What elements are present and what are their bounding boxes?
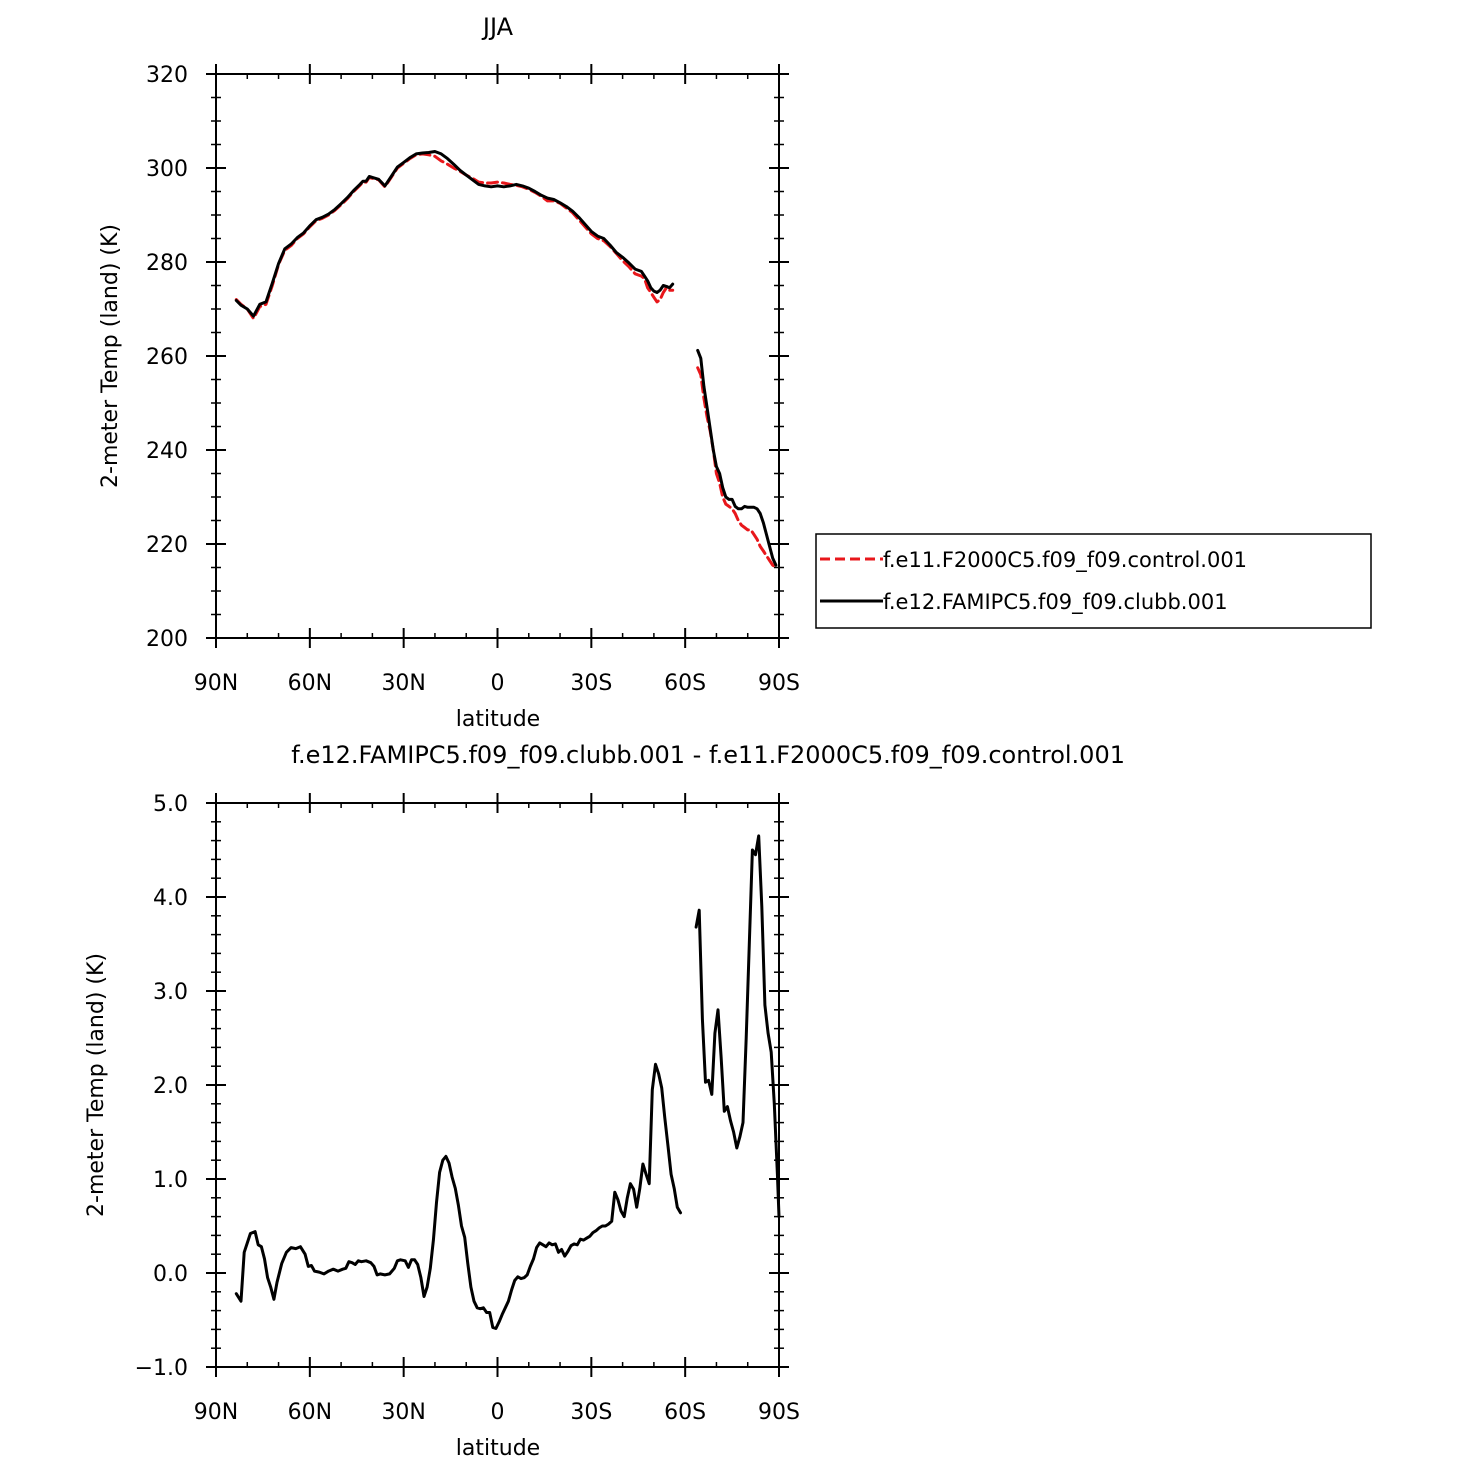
bottom-plot-frame bbox=[215, 802, 780, 1368]
top-y-tick-label: 260 bbox=[146, 345, 188, 370]
top-x-tick-label: 90N bbox=[194, 671, 238, 696]
top-y-tick-label: 200 bbox=[146, 627, 188, 652]
bottom-x-tick-label: 0 bbox=[491, 1400, 505, 1425]
legend-label-clubb: f.e12.FAMIPC5.f09_f09.clubb.001 bbox=[883, 590, 1228, 615]
bottom-y-tick-label: 3.0 bbox=[153, 980, 188, 1005]
bottom-x-tick-label: 60N bbox=[288, 1400, 332, 1425]
bottom-x-axis-label: latitude bbox=[456, 1436, 540, 1461]
bottom-y-tick-label: 4.0 bbox=[153, 886, 188, 911]
bottom-chart-panel: f.e12.FAMIPC5.f09_f09.clubb.001 - f.e11.… bbox=[84, 741, 1125, 1461]
top-x-tick-label: 30S bbox=[570, 671, 612, 696]
top-y-tick-label: 280 bbox=[146, 251, 188, 276]
bottom-series-lines bbox=[234, 834, 781, 1330]
bottom-x-tick-label: 30S bbox=[570, 1400, 612, 1425]
top-series-0-line-segment-0 bbox=[234, 152, 675, 320]
top-y-axis-label: 2-meter Temp (land) (K) bbox=[98, 224, 123, 488]
top-series-1-line-segment-1 bbox=[696, 348, 778, 567]
bottom-x-tick-label: 90N bbox=[194, 1400, 238, 1425]
bottom-series-0-line-segment-1 bbox=[694, 834, 781, 1219]
top-plot-frame bbox=[215, 73, 780, 639]
top-series-1-line-segment-0 bbox=[234, 150, 675, 318]
top-chart-panel: JJA 200 220 240 260 280 300 320 90N 60N 30N 0 30S 60… bbox=[98, 13, 1372, 732]
top-y-tick-label: 300 bbox=[146, 157, 188, 182]
bottom-y-axis-label: 2-meter Temp (land) (K) bbox=[84, 953, 109, 1217]
top-x-axis-label: latitude bbox=[456, 707, 540, 732]
bottom-x-tick-label: 90S bbox=[758, 1400, 800, 1425]
legend-box bbox=[815, 533, 1372, 629]
top-x-tick-label: 0 bbox=[491, 671, 505, 696]
bottom-x-tick-label: 60S bbox=[664, 1400, 706, 1425]
top-chart-title: JJA bbox=[481, 13, 514, 41]
bottom-chart-title: f.e12.FAMIPC5.f09_f09.clubb.001 - f.e11.… bbox=[291, 741, 1125, 769]
legend: f.e11.F2000C5.f09_f09.control.001 f.e12.… bbox=[815, 533, 1372, 629]
bottom-series-0-line-segment-0 bbox=[234, 1062, 682, 1330]
top-y-tick-label: 240 bbox=[146, 439, 188, 464]
top-series-lines bbox=[234, 150, 778, 569]
bottom-y-tick-label: 5.0 bbox=[153, 792, 188, 817]
top-x-tick-label: 90S bbox=[758, 671, 800, 696]
top-series-0-line-segment-1 bbox=[696, 366, 778, 569]
bottom-axis-ticks: −1.0 0.0 1.0 2.0 3.0 4.0 5.0 90N 60N 30N 0 30S 60S 90… bbox=[135, 792, 800, 1425]
top-x-tick-label: 60N bbox=[288, 671, 332, 696]
legend-label-control: f.e11.F2000C5.f09_f09.control.001 bbox=[883, 548, 1247, 573]
bottom-y-tick-label: 0.0 bbox=[153, 1262, 188, 1287]
bottom-y-tick-label: −1.0 bbox=[135, 1356, 188, 1381]
top-x-tick-label: 60S bbox=[664, 671, 706, 696]
top-x-tick-label: 30N bbox=[381, 671, 425, 696]
top-y-tick-label: 320 bbox=[146, 63, 188, 88]
bottom-y-tick-label: 2.0 bbox=[153, 1074, 188, 1099]
top-y-tick-label: 220 bbox=[146, 533, 188, 558]
bottom-y-tick-label: 1.0 bbox=[153, 1168, 188, 1193]
bottom-x-tick-label: 30N bbox=[381, 1400, 425, 1425]
top-axis-ticks: 200 220 240 260 280 300 320 90N 60N 30N 0 30S 60S 90S bbox=[146, 63, 800, 696]
